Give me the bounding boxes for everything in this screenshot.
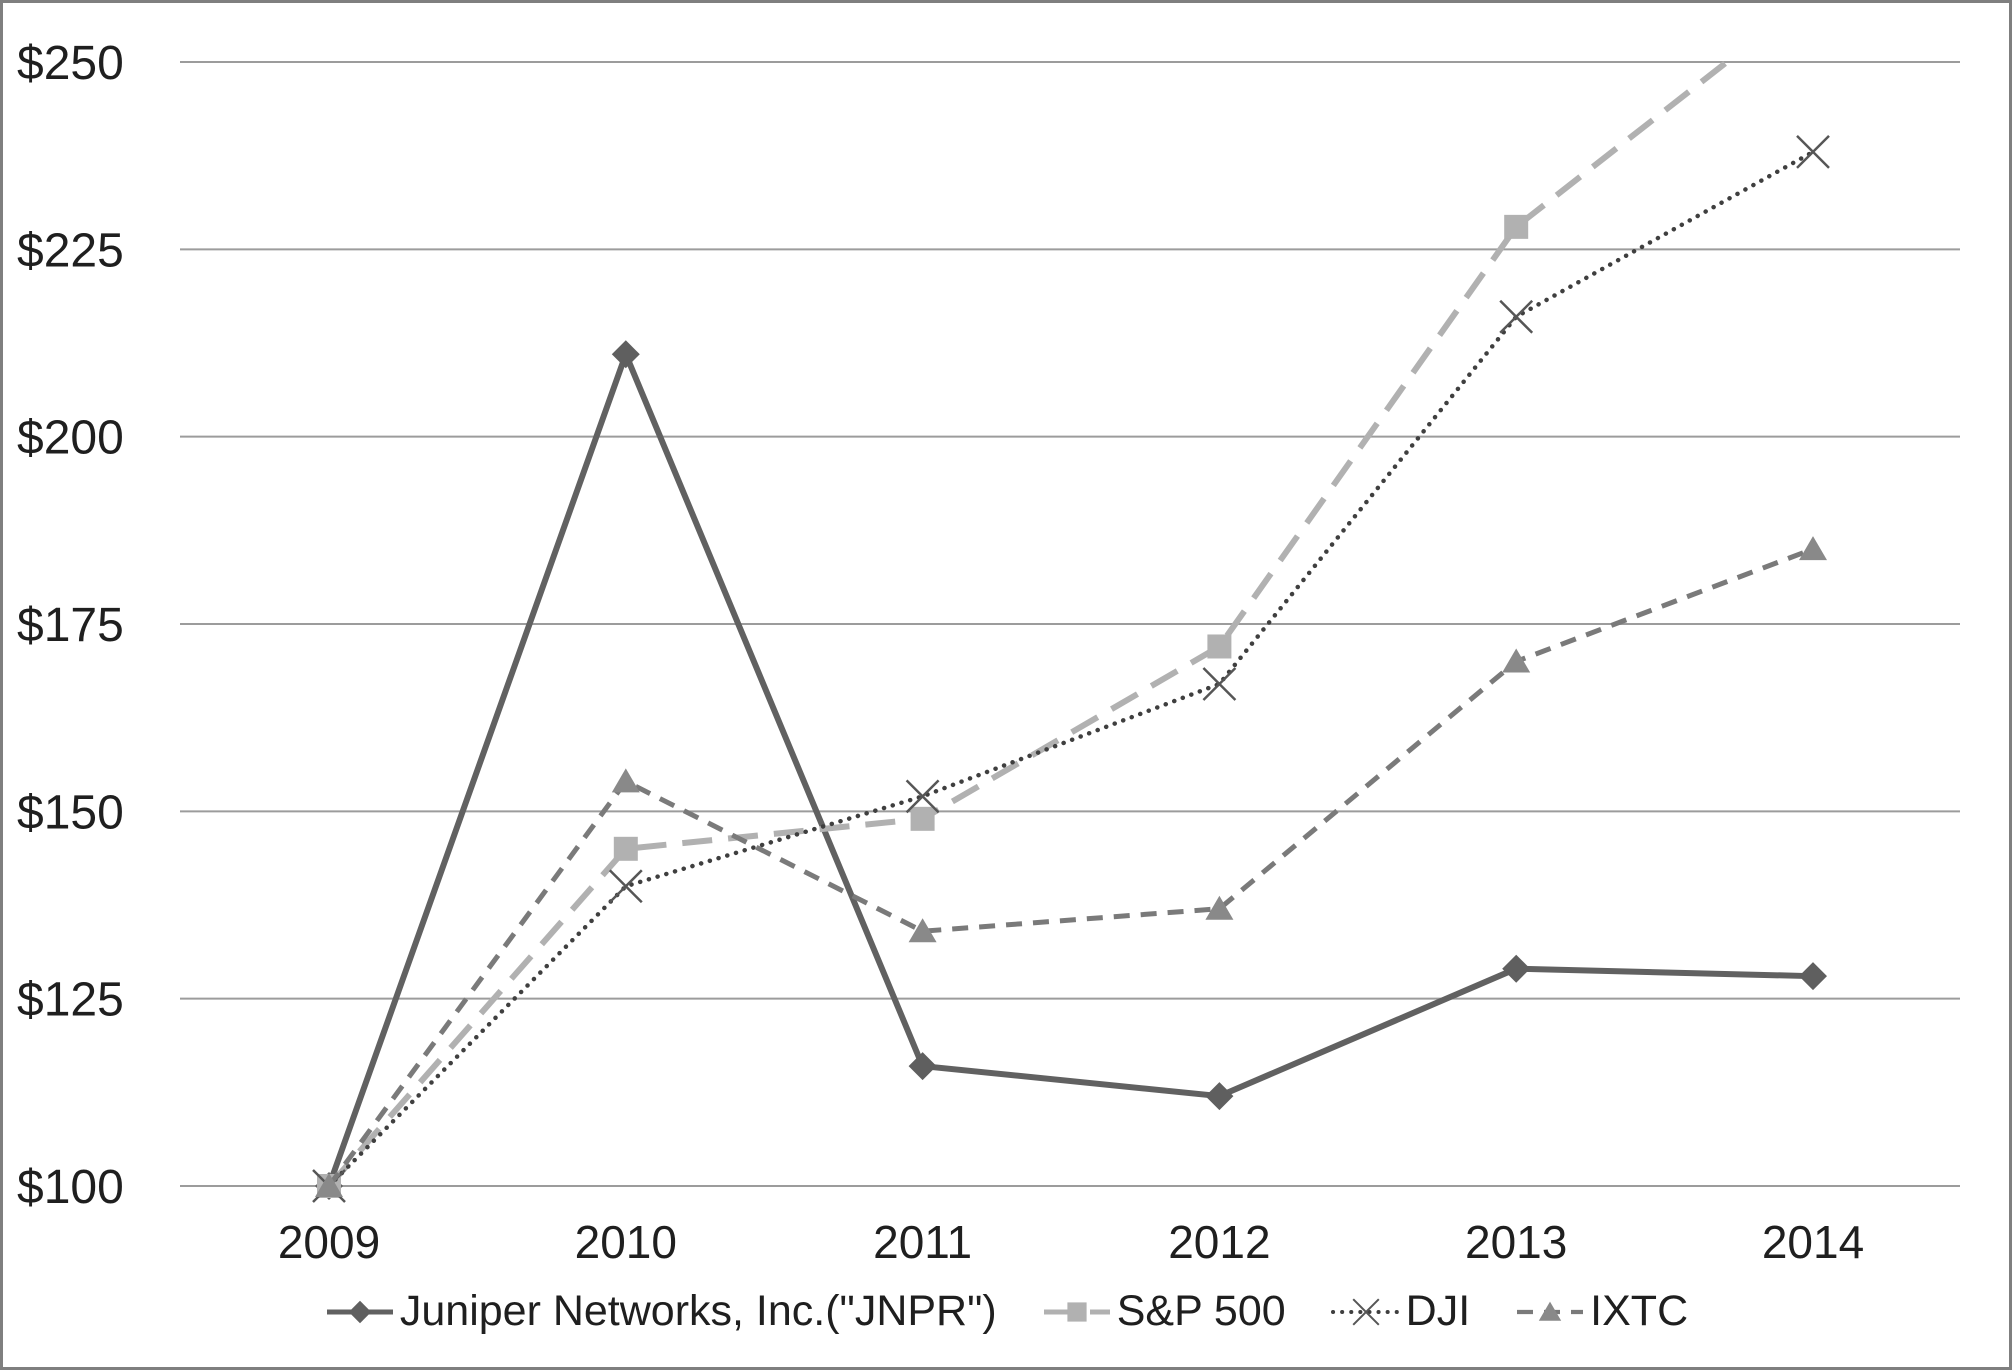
y-axis-label: $150 [17, 786, 124, 839]
legend-label-dji: DJI [1405, 1287, 1471, 1335]
legend-item-sp500: S&P 500 [1041, 1287, 1286, 1336]
marker-sp500 [613, 836, 638, 861]
series-dji [312, 135, 1830, 1203]
marker-jnpr [1205, 1082, 1234, 1111]
legend-item-dji: DJI [1330, 1287, 1471, 1336]
series-sp500 [317, 3, 1825, 1198]
y-axis-label: $200 [17, 412, 124, 465]
y-axis-label: $125 [17, 974, 124, 1027]
marker-jnpr [611, 340, 640, 369]
x-axis-label: 2013 [1465, 1216, 1567, 1268]
legend-label-sp500: S&P 500 [1116, 1287, 1286, 1335]
legend-label-jnpr: Juniper Networks, Inc.("JNPR") [399, 1287, 997, 1335]
legend-label-ixtc: IXTC [1590, 1287, 1689, 1335]
chart-canvas: $100 $125 $150 $175 $200 $225 $250 2009 2010 2011… [17, 3, 1960, 1268]
marker-ixtc [908, 918, 937, 943]
legend-item-ixtc: IXTC [1514, 1287, 1688, 1336]
marker-ixtc [1799, 536, 1827, 561]
x-axis-label: 2012 [1168, 1216, 1270, 1268]
marker-dji [608, 869, 643, 904]
y-axis-label: $100 [17, 1161, 124, 1214]
legend-marker-dji [1352, 1297, 1380, 1326]
marker-ixtc [1205, 895, 1234, 920]
x-axis-label: 2010 [575, 1216, 677, 1268]
series-line-jnpr [326, 345, 1814, 1188]
legend-swatch-ixtc [1517, 1301, 1584, 1321]
x-axis-label: 2014 [1762, 1216, 1864, 1268]
legend-marker-ixtc [1538, 1301, 1562, 1321]
marker-sp500 [1207, 634, 1232, 659]
legend: Juniper Networks, Inc.("JNPR") S&P 500 DJI… [3, 1287, 2009, 1336]
marker-jnpr [1799, 962, 1827, 991]
series-line-dji [326, 149, 1816, 1189]
legend-swatch-sp500 [1043, 1301, 1110, 1322]
marker-ixtc [1502, 648, 1531, 673]
marker-dji [1499, 299, 1534, 334]
marker-sp500 [910, 806, 935, 831]
y-axis-label: $250 [17, 37, 124, 90]
marker-dji [905, 779, 940, 814]
x-axis-label: 2011 [873, 1216, 972, 1268]
marker-ixtc [611, 768, 640, 793]
legend-swatch-jnpr [326, 1300, 393, 1323]
legend-swatch-dji [1330, 1297, 1401, 1326]
marker-ixtc [315, 1173, 343, 1197]
series-line-ixtc [326, 546, 1814, 1188]
marker-sp500 [1801, 3, 1825, 7]
x-axis-label: 2009 [278, 1216, 380, 1268]
series-line-sp500 [326, 59, 1736, 1188]
marker-dji [1796, 135, 1830, 169]
legend-marker-sp500 [1067, 1301, 1087, 1322]
marker-dji [1202, 667, 1237, 701]
marker-jnpr [1502, 954, 1531, 983]
legend-marker-jnpr [348, 1300, 372, 1323]
y-axis-label: $225 [17, 224, 124, 277]
marker-sp500 [1504, 214, 1529, 239]
y-axis-label: $175 [17, 599, 124, 652]
marker-jnpr [908, 1052, 937, 1081]
series-jnpr [315, 340, 1827, 1200]
series-ixtc [315, 536, 1827, 1197]
legend-item-jnpr: Juniper Networks, Inc.("JNPR") [324, 1287, 997, 1336]
